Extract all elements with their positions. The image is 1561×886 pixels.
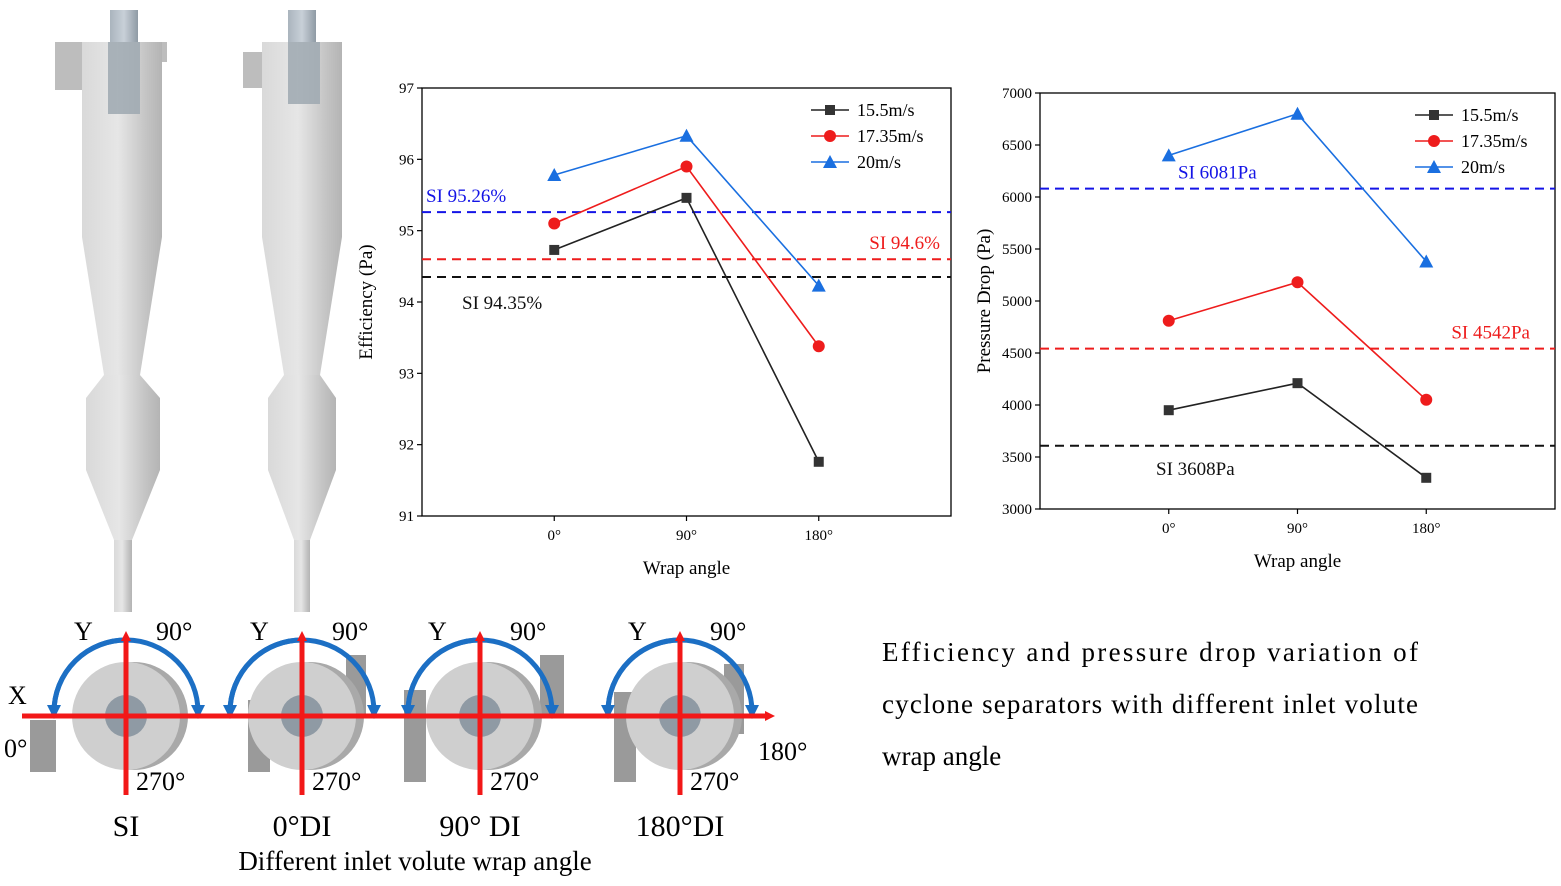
angle-270-label: 270° xyxy=(312,767,361,796)
legend-marker xyxy=(1428,135,1440,147)
caption-line-1: Efficiency and pressure drop variation o… xyxy=(882,637,1418,667)
legend-label: 17.35m/s xyxy=(857,126,924,146)
x-tick-label: 90° xyxy=(676,528,697,544)
variant-label-180di: 180°DI xyxy=(636,810,725,843)
wrap-angle-schematic: Y 90° 270° Y 90° 270° Y 90° 270° Y 90° 270° xyxy=(22,617,775,796)
data-point xyxy=(811,278,826,292)
angle-90-label: 90° xyxy=(710,617,746,646)
data-point xyxy=(1290,106,1305,120)
y-tick-label: 6000 xyxy=(1002,190,1032,206)
x-tick-label: 180° xyxy=(805,528,834,544)
y-tick-label: 4000 xyxy=(1002,398,1032,414)
series-line xyxy=(553,196,820,463)
schematic-title: Different inlet volute wrap angle xyxy=(238,846,591,876)
x-axis-label: Wrap angle xyxy=(643,558,730,579)
angle-180-label: 180° xyxy=(758,737,807,766)
x-tick-label: 0° xyxy=(1162,521,1176,537)
x-tick-label: 180° xyxy=(1412,521,1441,537)
legend-marker xyxy=(1427,160,1441,173)
variant-label-90di: 90° DI xyxy=(439,810,520,843)
cyclone-model-di xyxy=(243,10,342,612)
legend-label: 17.35m/s xyxy=(1461,131,1528,151)
y-axis-label: Pressure Drop (Pa) xyxy=(974,229,995,374)
y-axis-label: Y xyxy=(250,617,269,646)
data-point xyxy=(679,128,694,142)
angle-270-label: 270° xyxy=(690,767,739,796)
legend-label: 15.5m/s xyxy=(1461,105,1519,125)
y-axis-label: Efficiency (Pa) xyxy=(356,244,377,359)
series-line xyxy=(554,134,820,287)
y-tick-label: 4500 xyxy=(1002,346,1032,362)
y-tick-label: 7000 xyxy=(1002,86,1032,102)
legend-marker xyxy=(824,130,836,142)
y-tick-label: 5500 xyxy=(1002,242,1032,258)
y-tick-label: 3000 xyxy=(1002,502,1032,518)
y-tick-label: 95 xyxy=(399,224,414,240)
wrap-angle-arc-reverse xyxy=(223,637,305,719)
angle-270-label: 270° xyxy=(136,767,185,796)
legend-marker xyxy=(1429,110,1439,120)
reference-line-label: SI 3608Pa xyxy=(1156,459,1235,480)
data-point xyxy=(1421,472,1432,483)
y-tick-label: 94 xyxy=(399,295,415,311)
y-tick-label: 5000 xyxy=(1002,294,1032,310)
x-tick-label: 0° xyxy=(548,528,562,544)
y-axis-label: Y xyxy=(628,617,647,646)
angle-90-label: 90° xyxy=(156,617,192,646)
y-tick-label: 6500 xyxy=(1002,138,1032,154)
y-tick-label: 93 xyxy=(399,366,414,382)
data-point xyxy=(681,192,692,203)
y-tick-label: 97 xyxy=(399,81,415,97)
angle-90-label: 90° xyxy=(510,617,546,646)
data-point xyxy=(548,217,561,230)
caption-line-2: cyclone separators with different inlet … xyxy=(882,689,1418,719)
reference-line-label: SI 95.26% xyxy=(426,186,506,207)
angle-270-label: 270° xyxy=(490,767,539,796)
data-point xyxy=(547,168,562,182)
legend-label: 15.5m/s xyxy=(857,100,915,120)
data-point xyxy=(1161,148,1176,162)
angle-90-label: 90° xyxy=(332,617,368,646)
legend-label: 20m/s xyxy=(1461,157,1505,177)
data-point xyxy=(812,340,825,353)
legend-marker xyxy=(823,155,837,168)
x-tick-label: 90° xyxy=(1287,521,1308,537)
y-tick-label: 3500 xyxy=(1002,450,1032,466)
caption-line-3: wrap angle xyxy=(882,741,1001,771)
y-axis-label: Y xyxy=(428,617,447,646)
efficiency-chart: 91 92 93 94 95 96 97 0° 90° 180° Wrap angle Efficie… xyxy=(356,81,952,579)
reference-line-label: SI 94.35% xyxy=(462,293,542,314)
wrap-angle-arc-reverse xyxy=(601,637,683,719)
wrap-angle-arc-reverse xyxy=(401,637,483,719)
inlet-block xyxy=(30,720,56,772)
data-point xyxy=(1292,378,1303,389)
wrap-angle-arc-reverse xyxy=(47,637,129,719)
data-point xyxy=(813,456,824,467)
data-point xyxy=(1419,254,1434,268)
x-axis-label: X xyxy=(8,681,27,710)
angle-0-label: 0° xyxy=(4,734,27,763)
y-axis-label: Y xyxy=(74,617,93,646)
x-axis-label: Wrap angle xyxy=(1254,551,1341,572)
cyclone-model-si xyxy=(55,10,167,612)
reference-line-label: SI 4542Pa xyxy=(1451,323,1530,344)
reference-line-label: SI 94.6% xyxy=(869,233,940,254)
data-point xyxy=(1163,405,1174,416)
variant-label-0di: 0°DI xyxy=(273,810,332,843)
y-tick-label: 92 xyxy=(399,438,414,454)
data-point xyxy=(1162,314,1175,327)
data-point xyxy=(549,244,560,255)
y-tick-label: 96 xyxy=(399,152,415,168)
reference-line-label: SI 6081Pa xyxy=(1178,163,1257,184)
legend-label: 20m/s xyxy=(857,152,901,172)
y-tick-label: 91 xyxy=(399,509,414,525)
variant-label-si: SI xyxy=(113,810,140,843)
data-point xyxy=(1291,276,1304,289)
data-point xyxy=(1420,393,1433,406)
pressure-drop-chart: 3000 3500 4000 4500 5000 5500 6000 6500 7000 0° 90… xyxy=(974,86,1556,572)
data-point xyxy=(680,160,693,173)
legend-marker xyxy=(825,105,835,115)
figure-caption: Efficiency and pressure drop variation o… xyxy=(882,637,1418,771)
